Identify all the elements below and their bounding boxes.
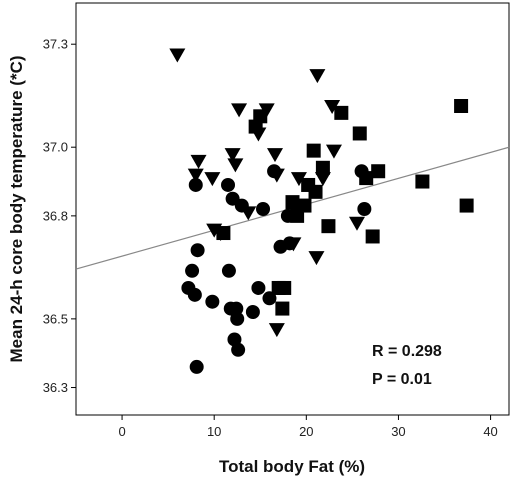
data-point-triangle [204, 172, 221, 187]
data-point-circle [229, 301, 244, 316]
data-point-triangle [290, 172, 307, 187]
data-point-triangle [308, 251, 325, 266]
data-point-circle [280, 208, 295, 223]
data-point-circle [245, 305, 260, 319]
data-point-triangle [190, 154, 207, 169]
y-tick-label: 36.8 [43, 208, 68, 223]
data-point-circle [234, 198, 249, 213]
data-point-triangle [348, 216, 365, 231]
data-point-square [277, 280, 292, 295]
data-point-square [285, 195, 300, 210]
data-point-triangle [324, 100, 341, 114]
data-point-circle [251, 280, 266, 295]
y-tick-label: 36.5 [43, 311, 68, 326]
data-point-square [308, 184, 323, 199]
x-axis: 0 10 20 30 40 [118, 415, 498, 439]
data-point-square [459, 198, 474, 213]
data-point-circle [205, 294, 220, 309]
x-tick-label: 30 [391, 424, 405, 439]
y-tick-label: 37.0 [43, 140, 68, 155]
data-point-triangle [325, 144, 342, 159]
data-point-circle [185, 263, 200, 278]
data-point-circle [189, 359, 204, 374]
data-point-triangle [309, 69, 326, 84]
data-point-circle [188, 177, 203, 192]
data-point-circle [221, 263, 236, 278]
y-axis: 36.3 36.5 36.8 37.0 37.3 [43, 37, 76, 395]
y-tick-label: 37.3 [43, 37, 68, 52]
data-point-triangle [224, 148, 241, 163]
data-point-square [454, 99, 469, 113]
x-tick-label: 20 [299, 424, 313, 439]
data-point-triangle [169, 48, 186, 63]
x-tick-label: 10 [207, 424, 221, 439]
data-point-triangle [266, 148, 283, 163]
data-point-square [371, 164, 386, 179]
data-point-triangle [187, 168, 204, 183]
r-value-annotation: R = 0.298 [372, 343, 442, 360]
data-point-circle [354, 164, 369, 179]
data-point-square [365, 229, 380, 244]
data-point-square [415, 174, 430, 189]
y-axis-title: Mean 24-h core body temperature (*C) [7, 55, 26, 362]
data-point-circle [231, 342, 246, 357]
data-point-circle [256, 202, 271, 216]
data-point-square [321, 219, 336, 234]
data-point-circle [230, 311, 245, 326]
data-point-triangle [314, 172, 331, 187]
data-point-square [297, 198, 312, 213]
data-point-triangle [231, 103, 248, 118]
data-point-square [306, 143, 321, 158]
data-point-circle [282, 236, 297, 251]
data-point-square [352, 126, 367, 141]
data-point-circle [187, 287, 202, 302]
data-point-circle [190, 243, 205, 258]
x-tick-label: 0 [118, 424, 125, 439]
p-value-annotation: P = 0.01 [372, 371, 432, 388]
data-point-circle [221, 177, 236, 192]
data-point-square [253, 109, 268, 124]
x-tick-label: 40 [483, 424, 497, 439]
data-point-triangle [227, 158, 244, 173]
data-point-triangle [268, 323, 285, 338]
data-point-square [315, 160, 330, 175]
x-axis-title: Total body Fat (%) [219, 457, 365, 476]
data-point-circle [267, 164, 282, 179]
data-point-circle [262, 291, 277, 306]
y-tick-label: 36.3 [43, 380, 68, 395]
data-point-square [334, 105, 349, 120]
data-points-layer [169, 48, 474, 374]
data-point-circle [357, 202, 372, 216]
data-point-square [216, 226, 231, 241]
data-point-square [275, 301, 290, 316]
